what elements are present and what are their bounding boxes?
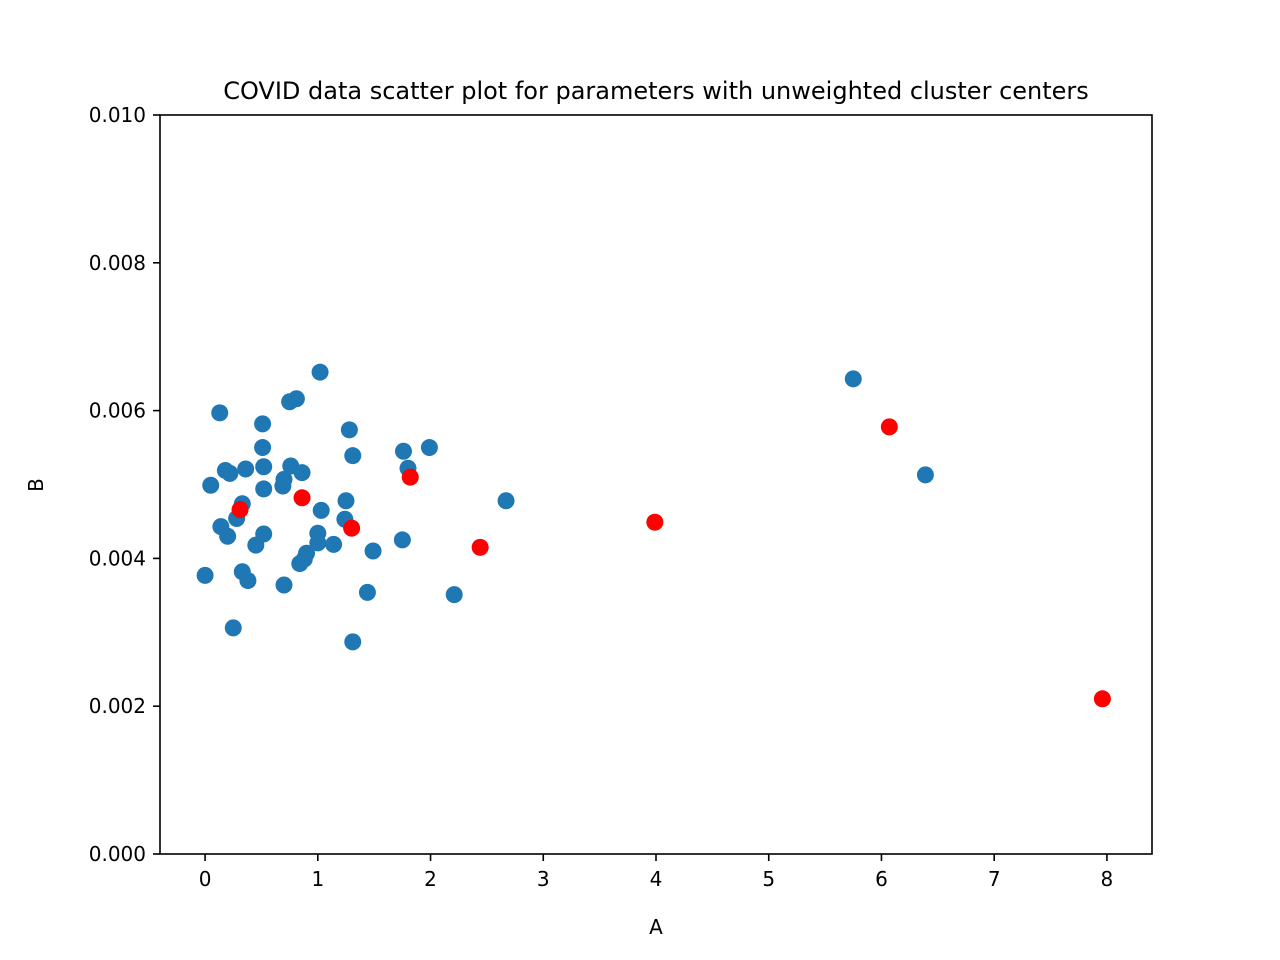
data-point — [291, 555, 309, 573]
y-tick-label: 0.008 — [89, 251, 146, 275]
y-tick-label: 0.004 — [89, 546, 146, 570]
data-point — [393, 531, 411, 549]
cluster-center-point — [343, 519, 361, 537]
data-point — [445, 586, 463, 604]
data-point — [293, 464, 311, 482]
x-axis-label: A — [649, 915, 663, 939]
data-point — [844, 370, 862, 388]
data-point — [255, 480, 273, 498]
y-axis-label: B — [24, 478, 48, 492]
data-point — [497, 492, 515, 510]
x-tick-label: 2 — [424, 867, 437, 891]
x-axis-ticks: 0 1 2 3 4 5 6 7 8 — [199, 854, 1114, 891]
data-point — [344, 633, 362, 651]
data-point — [237, 460, 255, 478]
data-point — [420, 439, 438, 457]
x-tick-label: 3 — [537, 867, 550, 891]
data-point — [325, 535, 343, 553]
data-point — [239, 572, 257, 590]
data-point — [311, 363, 329, 381]
data-point — [312, 501, 330, 519]
plot-frame — [159, 114, 1153, 855]
data-point — [211, 404, 229, 422]
data-point — [337, 492, 355, 510]
y-tick-label: 0.010 — [89, 103, 146, 127]
data-point — [274, 477, 292, 495]
y-axis-ticks: 0.000 0.002 0.004 0.006 0.008 0.010 — [89, 103, 160, 866]
data-point — [340, 421, 358, 439]
data-point — [224, 619, 242, 637]
data-point — [309, 534, 327, 552]
data-point — [394, 442, 412, 460]
cluster-center-point — [231, 501, 249, 519]
data-point — [344, 447, 362, 465]
data-point — [275, 576, 293, 594]
cluster-center-point — [1093, 690, 1111, 708]
x-tick-label: 6 — [875, 867, 888, 891]
data-point — [916, 466, 934, 484]
cluster-center-point — [293, 489, 311, 507]
x-tick-label: 4 — [650, 867, 663, 891]
data-point — [254, 439, 272, 457]
x-tick-label: 5 — [762, 867, 775, 891]
cluster-center-point — [880, 418, 898, 436]
chart-title: COVID data scatter plot for parameters w… — [223, 77, 1089, 105]
data-point — [255, 458, 273, 476]
y-tick-label: 0.000 — [89, 842, 146, 866]
data-point — [221, 464, 239, 482]
plot-points — [196, 363, 1111, 708]
cluster-center-point — [401, 468, 419, 486]
y-tick-label: 0.002 — [89, 694, 146, 718]
x-tick-label: 8 — [1101, 867, 1114, 891]
data-point — [202, 476, 220, 494]
data-point — [364, 542, 382, 560]
data-point — [247, 536, 265, 554]
data-point — [287, 390, 305, 408]
data-point — [358, 583, 376, 601]
data-point — [219, 527, 237, 545]
cluster-center-point — [646, 513, 664, 531]
x-tick-label: 0 — [199, 867, 212, 891]
y-tick-label: 0.006 — [89, 399, 146, 423]
x-tick-label: 7 — [988, 867, 1001, 891]
data-point — [254, 415, 272, 433]
cluster-center-point — [471, 538, 489, 556]
x-tick-label: 1 — [311, 867, 324, 891]
data-point — [196, 566, 214, 584]
